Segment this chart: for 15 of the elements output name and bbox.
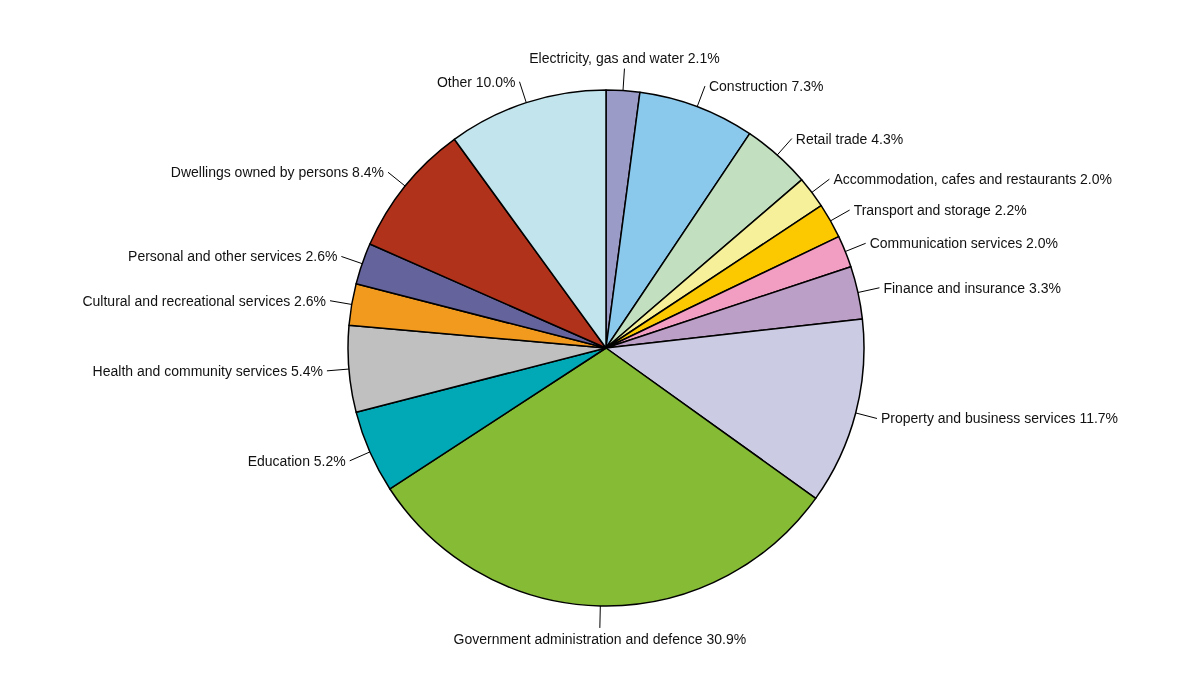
slice-label: Electricity, gas and water 2.1% xyxy=(529,49,720,66)
slice-label: Property and business services 11.7% xyxy=(880,410,1119,427)
slice-label: Health and community services 5.4% xyxy=(92,362,323,379)
slice-label: Construction 7.3% xyxy=(708,78,824,95)
slice-label: Government administration and defence 30.9% xyxy=(453,630,747,647)
slice-label: Communication services 2.0% xyxy=(869,235,1058,252)
slice-label: Accommodation, cafes and restaurants 2.0% xyxy=(833,171,1112,188)
slice-label: Cultural and recreational services 2.6% xyxy=(82,292,327,309)
slice-label: Personal and other services 2.6% xyxy=(128,248,338,265)
slice-label: Finance and insurance 3.3% xyxy=(883,279,1061,296)
slice-label: Retail trade 4.3% xyxy=(795,130,904,147)
slice-label: Transport and storage 2.2% xyxy=(853,202,1027,219)
slice-label: Other 10.0% xyxy=(436,73,516,90)
slice-label: Education 5.2% xyxy=(247,452,346,469)
slice-label: Dwellings owned by persons 8.4% xyxy=(170,164,385,181)
